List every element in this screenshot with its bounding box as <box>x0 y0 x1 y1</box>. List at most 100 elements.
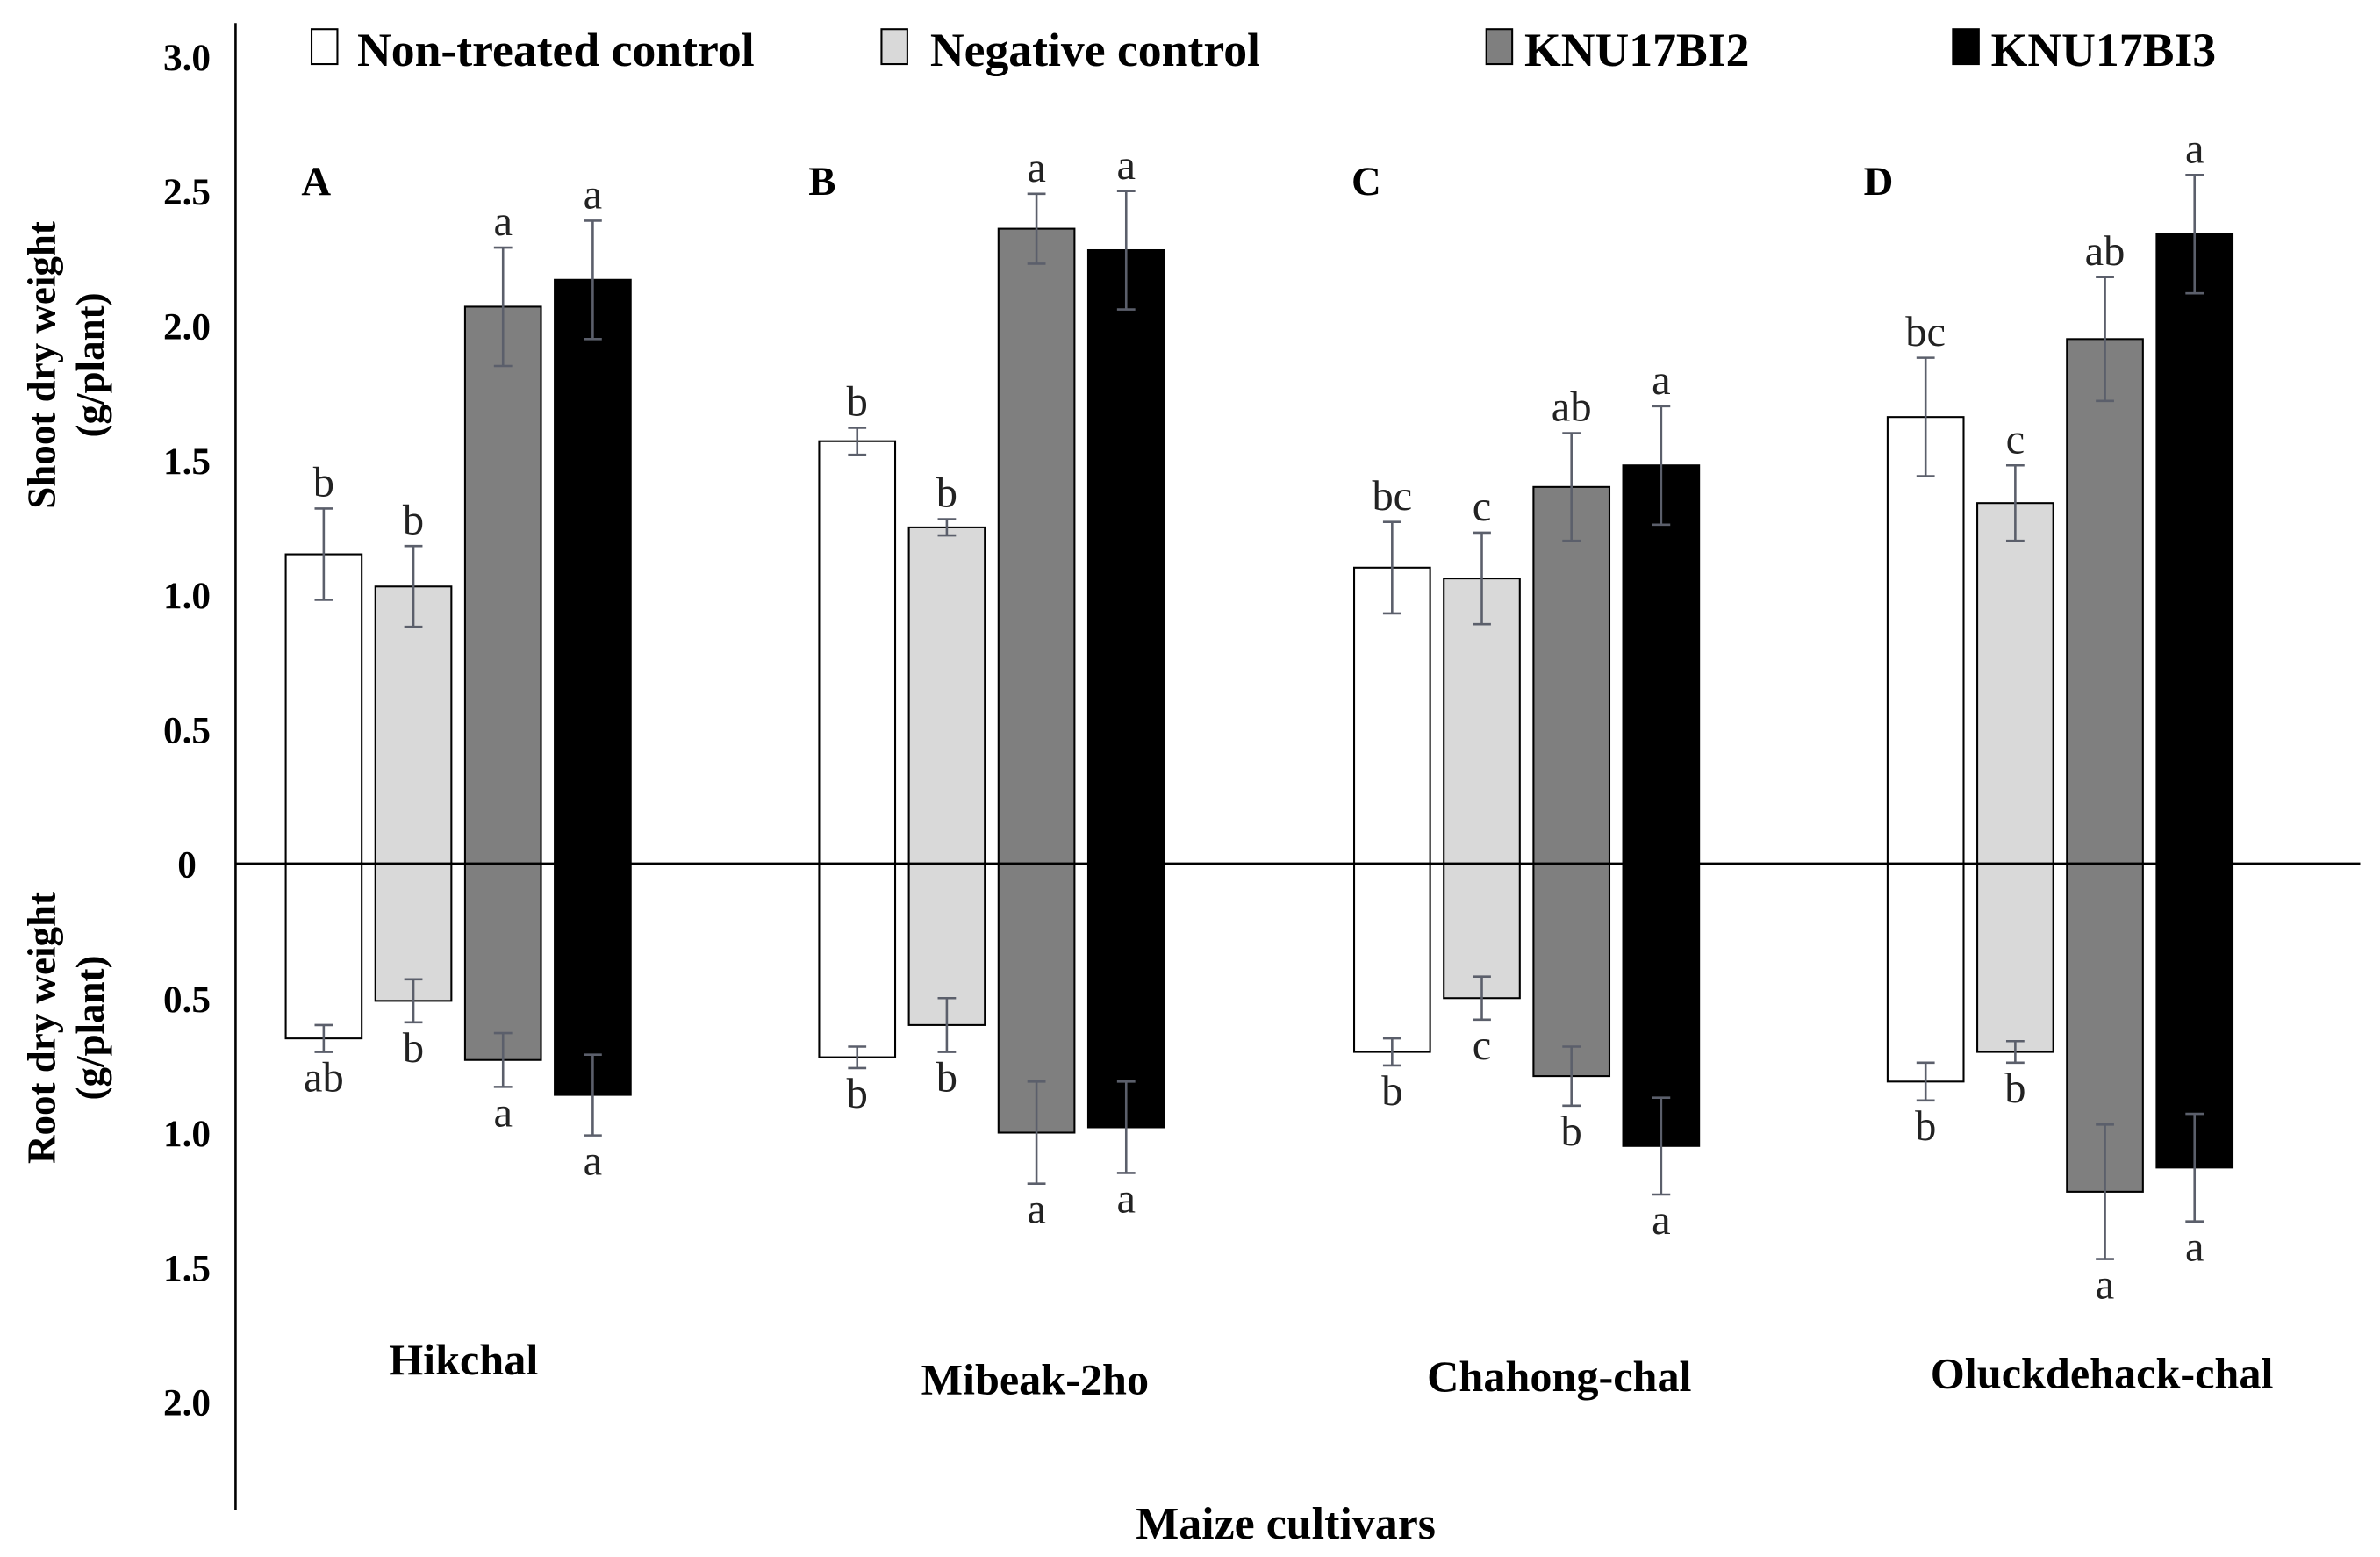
shoot-significance-letter-oluckdehack-chal-negative-control: c <box>2006 416 2025 463</box>
cultivar-label-mibeak-2ho: Mibeak-2ho <box>921 1354 1149 1403</box>
root-error-bar-chahong-chal-knu17bi2 <box>1562 1045 1581 1108</box>
legend-label-knu17bi2: KNU17BI2 <box>1524 24 1749 76</box>
root-bar-hikchal-non-treated-control <box>284 862 363 1040</box>
root-error-bar-hikchal-non-treated-control <box>314 1023 333 1053</box>
root-significance-letter-mibeak-2ho-negative-control: b <box>936 1055 957 1101</box>
shoot-error-bar-oluckdehack-chal-knu17bi3 <box>2185 174 2204 295</box>
root-significance-letter-hikchal-non-treated-control: ab <box>304 1055 344 1101</box>
shoot-bar-hikchal-knu17bi3 <box>554 278 632 865</box>
shoot-bar-oluckdehack-chal-non-treated-control <box>1886 416 1965 865</box>
y-tick-label-shoot-1-0: 1.0 <box>163 575 211 617</box>
shoot-error-bar-mibeak-2ho-negative-control <box>937 518 957 537</box>
shoot-bar-oluckdehack-chal-negative-control <box>1976 502 2054 865</box>
x-axis-title: Maize cultivars <box>1136 1499 1436 1549</box>
root-error-bar-mibeak-2ho-knu17bi2 <box>1027 1080 1046 1185</box>
shoot-significance-letter-hikchal-knu17bi2: a <box>493 198 513 245</box>
y-axis-title-shoot: Shoot dry weight <box>19 221 63 509</box>
shoot-bar-mibeak-2ho-negative-control <box>907 526 986 865</box>
root-error-bar-chahong-chal-non-treated-control <box>1382 1037 1401 1067</box>
y-axis-title-root: Root dry weight <box>19 892 63 1164</box>
legend: Non-treated control Negative control KNU… <box>310 24 2216 76</box>
shoot-bar-oluckdehack-chal-knu17bi3 <box>2155 233 2234 865</box>
shoot-error-bar-hikchal-non-treated-control <box>314 507 333 601</box>
root-significance-letter-mibeak-2ho-non-treated-control: b <box>847 1071 868 1117</box>
shoot-bar-chahong-chal-knu17bi3 <box>1622 464 1701 865</box>
root-bar-hikchal-knu17bi2 <box>463 862 542 1061</box>
shoot-significance-letter-oluckdehack-chal-non-treated-control: bc <box>1905 309 1946 355</box>
root-error-bar-oluckdehack-chal-knu17bi2 <box>2096 1123 2114 1260</box>
y-tick-label-shoot-1-5: 1.5 <box>163 441 211 483</box>
shoot-significance-letter-oluckdehack-chal-knu17bi2: ab <box>2085 228 2126 275</box>
root-significance-letter-mibeak-2ho-knu17bi3: a <box>1116 1175 1136 1222</box>
y-tick-label-shoot-2-5: 2.5 <box>163 171 211 213</box>
root-significance-letter-chahong-chal-non-treated-control: b <box>1381 1068 1402 1115</box>
shoot-error-bar-mibeak-2ho-knu17bi2 <box>1027 192 1046 265</box>
shoot-error-bar-chahong-chal-negative-control <box>1473 531 1491 626</box>
root-significance-letter-mibeak-2ho-knu17bi2: a <box>1027 1187 1046 1233</box>
shoot-significance-letter-mibeak-2ho-knu17bi3: a <box>1116 142 1136 189</box>
error-bars <box>314 174 2204 1260</box>
shoot-bar-chahong-chal-non-treated-control <box>1352 566 1431 865</box>
cultivar-label-hikchal: Hikchal <box>389 1335 538 1384</box>
y-tick-label-shoot-2-0: 2.0 <box>163 306 211 348</box>
shoot-error-bar-chahong-chal-non-treated-control <box>1382 520 1401 615</box>
y-tick-label-shoot-0: 0 <box>177 844 197 886</box>
legend-swatch-negative-control <box>880 28 908 66</box>
shoot-bar-mibeak-2ho-knu17bi3 <box>1086 248 1165 865</box>
shoot-error-bar-oluckdehack-chal-negative-control <box>2005 463 2025 542</box>
shoot-error-bar-hikchal-knu17bi3 <box>584 219 602 341</box>
root-error-bar-hikchal-knu17bi3 <box>584 1053 602 1137</box>
root-significance-letter-chahong-chal-knu17bi3: a <box>1652 1197 1671 1244</box>
root-error-bar-hikchal-negative-control <box>404 978 423 1024</box>
root-error-bar-oluckdehack-chal-non-treated-control <box>1916 1061 1935 1102</box>
shoot-significance-letter-chahong-chal-non-treated-control: bc <box>1372 473 1412 520</box>
shoot-significance-letter-oluckdehack-chal-knu17bi3: a <box>2185 126 2204 172</box>
y-tick-label-shoot-0-5: 0.5 <box>163 709 211 751</box>
shoot-significance-letter-chahong-chal-knu17bi2: ab <box>1552 384 1592 431</box>
bars <box>284 227 2234 1193</box>
shoot-significance-letter-chahong-chal-negative-control: c <box>1473 484 1492 530</box>
root-error-bar-hikchal-knu17bi2 <box>493 1031 513 1088</box>
shoot-bar-oluckdehack-chal-knu17bi2 <box>2066 338 2144 865</box>
shoot-bar-mibeak-2ho-non-treated-control <box>818 440 897 865</box>
root-error-bar-mibeak-2ho-non-treated-control <box>848 1045 867 1070</box>
root-error-bar-oluckdehack-chal-negative-control <box>2005 1039 2025 1065</box>
root-bar-oluckdehack-chal-negative-control <box>1976 862 2054 1053</box>
root-significance-letter-oluckdehack-chal-knu17bi3: a <box>2185 1224 2204 1271</box>
legend-label-negative-control: Negative control <box>930 24 1260 76</box>
y-tick-label-root-1-0: 1.0 <box>163 1113 211 1155</box>
legend-label-knu17bi3: KNU17BI3 <box>1991 24 2216 76</box>
cultivar-label-chahong-chal: Chahong-chal <box>1427 1352 1691 1401</box>
shoot-significance-letter-mibeak-2ho-negative-control: b <box>936 470 957 517</box>
root-error-bar-chahong-chal-knu17bi3 <box>1652 1096 1671 1196</box>
panel-label-d: D <box>1864 159 1894 204</box>
root-significance-letter-oluckdehack-chal-negative-control: b <box>2004 1066 2025 1112</box>
root-significance-letter-hikchal-knu17bi2: a <box>493 1089 513 1136</box>
root-error-bar-mibeak-2ho-knu17bi3 <box>1116 1080 1136 1174</box>
shoot-significance-letter-mibeak-2ho-non-treated-control: b <box>847 379 868 426</box>
y-axis-unit-root: (g/plant) <box>68 955 112 1100</box>
panel-label-a: A <box>301 159 331 204</box>
shoot-significance-letter-mibeak-2ho-knu17bi2: a <box>1027 145 1046 191</box>
shoot-bar-hikchal-negative-control <box>374 585 453 865</box>
y-tick-label-root-1-5: 1.5 <box>163 1247 211 1289</box>
legend-swatch-knu17bi2 <box>1485 28 1514 66</box>
y-tick-label-shoot-3-0: 3.0 <box>163 37 211 79</box>
shoot-bar-hikchal-knu17bi2 <box>463 305 542 865</box>
y-tick-label-root-0-5: 0.5 <box>163 979 211 1021</box>
shoot-bar-mibeak-2ho-knu17bi2 <box>997 227 1076 865</box>
root-significance-letter-chahong-chal-knu17bi2: b <box>1561 1109 1582 1155</box>
legend-swatch-non-treated-control <box>310 28 339 66</box>
root-error-bar-oluckdehack-chal-knu17bi3 <box>2185 1112 2204 1223</box>
shoot-error-bar-mibeak-2ho-non-treated-control <box>848 427 867 456</box>
root-bar-oluckdehack-chal-non-treated-control <box>1886 862 1965 1083</box>
root-bar-chahong-chal-non-treated-control <box>1352 862 1431 1053</box>
shoot-error-bar-chahong-chal-knu17bi3 <box>1652 405 1671 527</box>
y-axis-unit-shoot: (g/plant) <box>68 292 112 437</box>
panel-label-b: B <box>808 159 835 204</box>
shoot-bar-hikchal-non-treated-control <box>284 553 363 865</box>
shoot-significance-letter-hikchal-negative-control: b <box>403 497 424 543</box>
shoot-error-bar-mibeak-2ho-knu17bi3 <box>1116 190 1136 311</box>
root-significance-letter-chahong-chal-negative-control: c <box>1473 1022 1492 1069</box>
